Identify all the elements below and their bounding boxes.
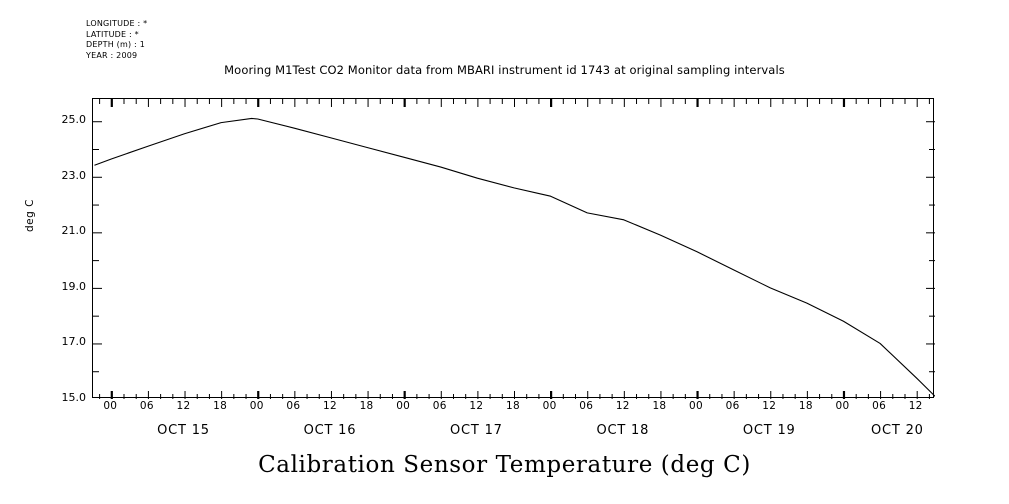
metadata-block: LONGITUDE : * LATITUDE : * DEPTH (m) : 1… [86, 19, 147, 61]
x-axis-hour-label: 12 [322, 400, 337, 412]
x-axis-day-label: OCT 20 [871, 423, 924, 438]
x-axis-day-label: OCT 17 [450, 423, 503, 438]
x-axis-hour-label: 00 [835, 400, 850, 412]
metadata-longitude: LONGITUDE : * [86, 19, 148, 28]
x-axis-day-label: OCT 15 [157, 423, 210, 438]
plot-svg [93, 99, 935, 399]
x-axis-hour-label: 06 [432, 400, 447, 412]
x-axis-hour-label: 12 [908, 400, 923, 412]
x-axis-hour-label: 06 [139, 400, 154, 412]
plot-area [92, 98, 935, 399]
x-axis-hour-label: 00 [249, 400, 264, 412]
x-axis-day-label: OCT 16 [303, 423, 357, 438]
x-axis-hour-label: 12 [176, 400, 191, 412]
x-axis-hour-label: 18 [359, 400, 374, 412]
metadata-depth: DEPTH (m) : 1 [86, 40, 145, 49]
x-axis-hour-label: 06 [725, 400, 740, 412]
y-axis-tick-label: 17.0 [61, 335, 87, 349]
x-axis-hour-label: 00 [689, 400, 704, 412]
x-axis-day-label: OCT 18 [596, 423, 650, 438]
y-axis-tick-label: 21.0 [61, 224, 87, 238]
data-series-line [94, 117, 935, 397]
chart-title: Mooring M1Test CO2 Monitor data from MBA… [224, 63, 785, 77]
x-axis-hour-label: 12 [762, 400, 777, 412]
x-axis-hour-label: 06 [579, 400, 594, 412]
bottom-caption: Calibration Sensor Temperature (deg C) [258, 452, 751, 478]
x-axis-hour-label: 00 [103, 400, 118, 412]
x-axis-hour-label: 06 [286, 400, 301, 412]
x-axis-hour-label: 12 [615, 400, 630, 412]
y-axis-tick-label: 23.0 [61, 168, 87, 182]
x-axis-hour-label: 18 [798, 400, 813, 412]
x-axis-hour-label: 18 [506, 400, 520, 412]
x-axis-hour-label: 18 [652, 400, 667, 412]
x-axis-hour-label: 18 [213, 400, 228, 412]
axis-ticks [93, 99, 935, 399]
y-axis-tick-label: 25.0 [61, 113, 87, 127]
metadata-latitude: LATITUDE : * [86, 29, 139, 39]
x-axis-hour-label: 00 [542, 400, 557, 412]
x-axis-hour-label: 00 [396, 400, 411, 412]
x-axis-hour-label: 06 [872, 400, 887, 412]
x-axis-day-label: OCT 19 [742, 423, 796, 438]
y-axis-title: deg C [24, 199, 36, 232]
metadata-year: YEAR : 2009 [86, 50, 138, 60]
y-axis-tick-label: 19.0 [61, 279, 87, 293]
y-axis-tick-label: 15.0 [61, 391, 87, 404]
x-axis-hour-label: 12 [469, 400, 484, 412]
